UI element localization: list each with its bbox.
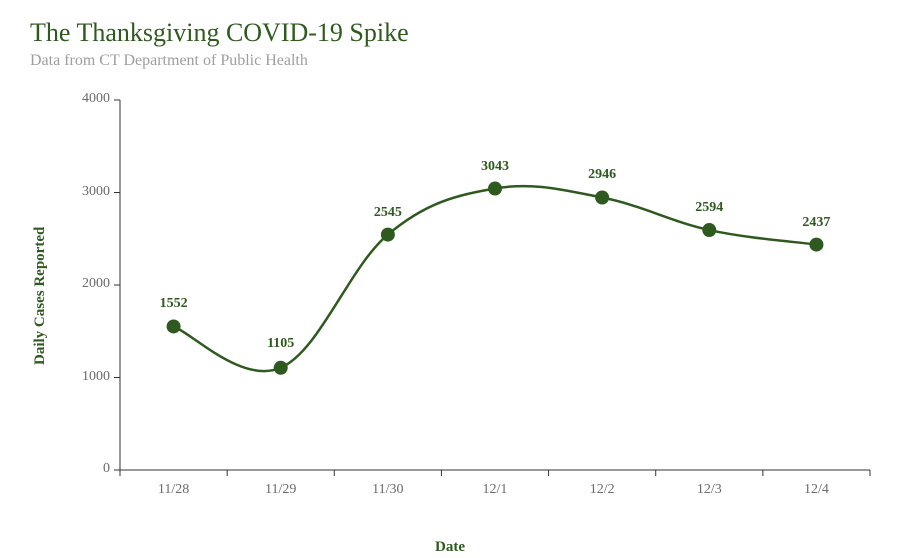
y-tick-label: 1000 (60, 369, 110, 385)
x-tick-label: 11/28 (144, 482, 204, 498)
x-tick-label: 12/3 (679, 482, 739, 498)
y-tick-label: 3000 (60, 184, 110, 200)
chart-container: The Thanksgiving COVID-19 Spike Data fro… (0, 0, 900, 558)
x-tick-label: 12/1 (465, 482, 525, 498)
x-tick-label: 12/4 (786, 482, 846, 498)
x-tick-label: 11/30 (358, 482, 418, 498)
x-tick-label: 11/29 (251, 482, 311, 498)
y-tick-label: 0 (60, 461, 110, 477)
data-point-label: 1552 (144, 296, 204, 312)
y-tick-label: 4000 (60, 91, 110, 107)
data-point-label: 2437 (786, 215, 846, 231)
x-tick-label: 12/2 (572, 482, 632, 498)
chart-plot-svg (0, 0, 900, 558)
data-point-label: 3043 (465, 159, 525, 175)
data-point-label: 2594 (679, 200, 739, 216)
data-point-label: 2946 (572, 167, 632, 183)
data-point-label: 1105 (251, 336, 311, 352)
y-tick-label: 2000 (60, 276, 110, 292)
data-point-label: 2545 (358, 205, 418, 221)
